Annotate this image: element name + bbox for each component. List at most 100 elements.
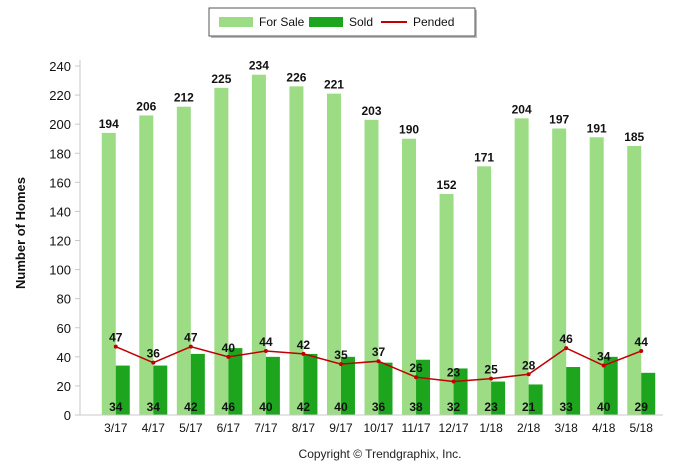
pended-point [451,379,456,384]
sold-value-label: 46 [222,400,236,414]
for-sale-bar [477,166,492,415]
pended-point [151,360,156,365]
sold-value-label: 40 [597,400,611,414]
sold-value-label: 23 [484,400,498,414]
for-sale-bar [214,87,229,415]
x-tick-label: 1/18 [479,421,503,435]
for-sale-bar [552,128,567,415]
for-sale-bar [289,86,304,415]
pended-point [113,344,118,349]
for-sale-bar [589,137,604,416]
sold-bar [566,367,581,415]
sold-value-label: 34 [109,400,123,414]
sold-bar [228,348,243,415]
x-tick-label: 7/17 [254,421,278,435]
sold-bar [378,362,393,415]
legend-for-sale-label: For Sale [259,15,305,29]
y-tick-label: 200 [49,117,71,132]
y-tick-label: 0 [64,408,71,423]
x-tick-label: 8/17 [292,421,316,435]
for-sale-value-label: 221 [324,78,344,92]
for-sale-value-label: 234 [249,59,269,73]
y-tick-label: 160 [49,175,71,190]
sold-value-label: 32 [447,400,461,414]
y-tick-label: 100 [49,263,71,278]
for-sale-value-label: 225 [211,72,231,86]
pended-point [639,349,644,354]
x-tick-label: 5/18 [630,421,654,435]
pended-value-label: 25 [484,363,498,377]
pended-value-label: 35 [334,348,348,362]
y-axis-title: Number of Homes [13,177,28,289]
sold-value-label: 34 [147,400,161,414]
x-tick-label: 11/17 [401,421,430,435]
pended-point [301,351,306,356]
sold-bar [153,365,168,415]
x-tick-label: 3/17 [104,421,128,435]
pended-value-label: 28 [522,358,536,372]
for-sale-value-label: 152 [437,178,457,192]
legend-for-sale-swatch [219,17,253,27]
x-tick-label: 10/17 [363,421,393,435]
legend: For Sale Sold Pended [208,7,477,38]
for-sale-bar [514,118,529,415]
x-tick-label: 4/18 [592,421,616,435]
for-sale-value-label: 191 [587,121,607,135]
sold-bar [416,359,431,415]
sold-value-label: 36 [372,400,386,414]
pended-point [526,372,531,377]
y-tick-label: 20 [57,379,71,394]
for-sale-value-label: 190 [399,123,419,137]
x-tick-label: 4/17 [142,421,166,435]
y-tick-label: 80 [57,292,71,307]
sold-bar [641,372,656,415]
pended-value-label: 36 [147,347,161,361]
y-tick-label: 180 [49,146,71,161]
legend-sold-swatch [309,17,343,27]
y-tick-label: 60 [57,321,71,336]
for-sale-bar [439,193,454,415]
sold-bar [190,353,205,415]
sold-value-label: 40 [334,400,348,414]
sold-value-label: 40 [259,400,273,414]
pended-line [113,344,644,384]
pended-value-label: 46 [559,332,573,346]
for-sale-value-label: 212 [174,91,194,105]
bars [101,74,656,416]
sold-value-label: 21 [522,400,536,414]
legend-sold-label: Sold [349,15,373,29]
copyright-text: Copyright © Trendgraphix, Inc. [299,447,462,461]
pended-value-label: 47 [109,331,123,345]
sold-bar [265,356,280,415]
sold-bar [491,381,506,415]
for-sale-bar [101,132,116,415]
for-sale-value-label: 197 [549,113,569,127]
for-sale-bar [251,74,266,415]
for-sale-bar [627,145,642,415]
x-tick-label: 3/18 [554,421,578,435]
sold-bar [115,365,130,415]
pended-value-label: 23 [447,366,461,380]
sold-value-label: 38 [409,400,423,414]
for-sale-bar [364,119,379,415]
sold-bar [340,356,355,415]
for-sale-value-label: 203 [361,104,381,118]
for-sale-value-label: 185 [624,130,644,144]
for-sale-bar [176,106,191,415]
pended-value-label: 26 [409,361,423,375]
sold-value-label: 29 [635,400,649,414]
sold-bar [603,356,618,415]
for-sale-value-label: 204 [512,102,532,116]
pended-value-label: 42 [297,338,311,352]
sold-value-label: 42 [297,400,311,414]
pended-point [601,363,606,368]
for-sale-value-label: 226 [286,70,306,84]
pended-point [263,349,268,354]
y-axis: 0 20 40 60 80 100 120 140 160 180 200 220 240 [49,59,81,423]
pended-value-label: 44 [635,335,649,349]
pended-point [226,354,231,359]
pended-value-label: 40 [222,341,236,355]
for-sale-value-label: 171 [474,150,494,164]
sold-value-label: 42 [184,400,198,414]
